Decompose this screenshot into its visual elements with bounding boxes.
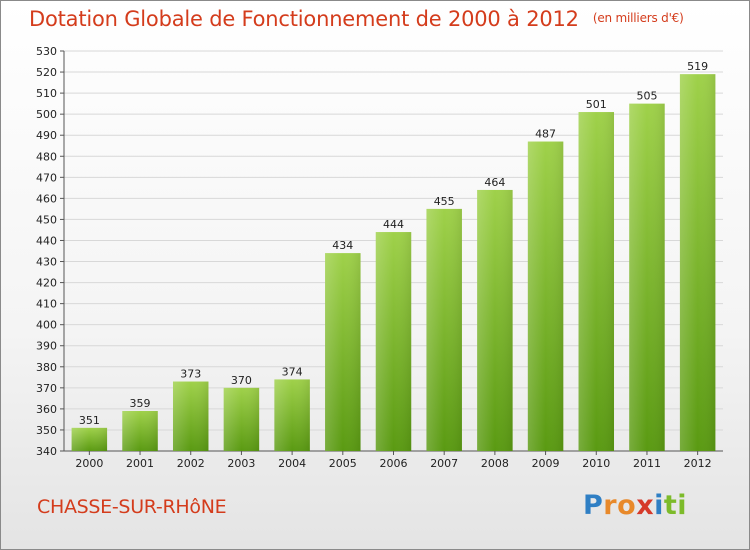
x-tick-label: 2003: [227, 457, 255, 470]
y-tick-label: 490: [36, 129, 57, 142]
data-label: 501: [586, 98, 607, 111]
y-tick-label: 510: [36, 87, 57, 100]
chart-title-text: Dotation Globale de Fonctionnement de 20…: [29, 7, 579, 31]
x-tick-label: 2007: [430, 457, 458, 470]
y-tick-label: 420: [36, 277, 57, 290]
logo-letter: x: [636, 490, 655, 521]
proxiti-logo: Proxiti: [583, 490, 687, 521]
y-tick-label: 460: [36, 192, 57, 205]
x-tick-label: 2005: [329, 457, 357, 470]
data-label: 444: [383, 218, 404, 231]
y-tick-label: 350: [36, 424, 57, 437]
bar-shade: [375, 232, 412, 451]
logo-letter: P: [583, 490, 604, 521]
x-tick-label: 2004: [278, 457, 306, 470]
data-label: 373: [180, 368, 201, 381]
bar-shade: [274, 379, 310, 451]
x-tick-label: 2006: [380, 457, 408, 470]
data-label: 359: [130, 397, 151, 410]
bar-shade: [679, 74, 716, 451]
bar-shade: [527, 141, 564, 452]
y-tick-label: 530: [36, 45, 57, 58]
y-tick-label: 390: [36, 340, 57, 353]
logo-letter: r: [603, 490, 618, 521]
data-label: 351: [79, 414, 100, 427]
bar-shade: [578, 112, 615, 451]
y-tick-label: 340: [36, 445, 57, 458]
city-name: CHASSE-SUR-RHôNE: [37, 496, 227, 518]
y-tick-label: 480: [36, 150, 57, 163]
x-tick-label: 2001: [126, 457, 154, 470]
y-tick-label: 380: [36, 361, 57, 374]
logo-letter: t: [663, 490, 678, 521]
x-tick-label: 2009: [532, 457, 560, 470]
x-tick-label: 2002: [177, 457, 205, 470]
bar-shade: [172, 381, 209, 451]
x-tick-label: 2010: [582, 457, 610, 470]
bar-shade: [629, 103, 665, 451]
x-tick-label: 2012: [684, 457, 712, 470]
y-tick-label: 440: [36, 234, 57, 247]
y-tick-label: 500: [36, 108, 57, 121]
data-label: 464: [484, 176, 505, 189]
bar-shade: [477, 189, 513, 451]
data-label: 434: [332, 239, 353, 252]
x-tick-label: 2011: [633, 457, 661, 470]
x-tick-label: 2000: [75, 457, 103, 470]
logo-letter: i: [654, 490, 664, 521]
y-tick-label: 470: [36, 171, 57, 184]
logo-letter: o: [617, 490, 637, 521]
bar-shade: [325, 253, 361, 451]
bar-shade: [426, 208, 462, 451]
y-tick-label: 450: [36, 213, 57, 226]
chart-title: Dotation Globale de Fonctionnement de 20…: [29, 7, 684, 31]
data-label: 374: [282, 365, 303, 378]
data-label: 505: [636, 90, 657, 103]
data-label: 487: [535, 128, 556, 141]
logo-letter: i: [677, 490, 688, 521]
y-tick-label: 400: [36, 319, 57, 332]
y-tick-label: 360: [36, 403, 57, 416]
chart-unit: (en milliers d'€): [592, 11, 684, 25]
bar-shade: [223, 387, 260, 451]
bar-shade: [122, 411, 158, 451]
y-tick-label: 410: [36, 298, 57, 311]
y-tick-label: 370: [36, 382, 57, 395]
bar-shade: [71, 427, 108, 451]
data-label: 519: [687, 60, 708, 73]
data-label: 370: [231, 374, 252, 387]
y-tick-label: 520: [36, 66, 57, 79]
x-tick-label: 2008: [481, 457, 509, 470]
data-label: 455: [434, 195, 455, 208]
y-tick-label: 430: [36, 256, 57, 269]
